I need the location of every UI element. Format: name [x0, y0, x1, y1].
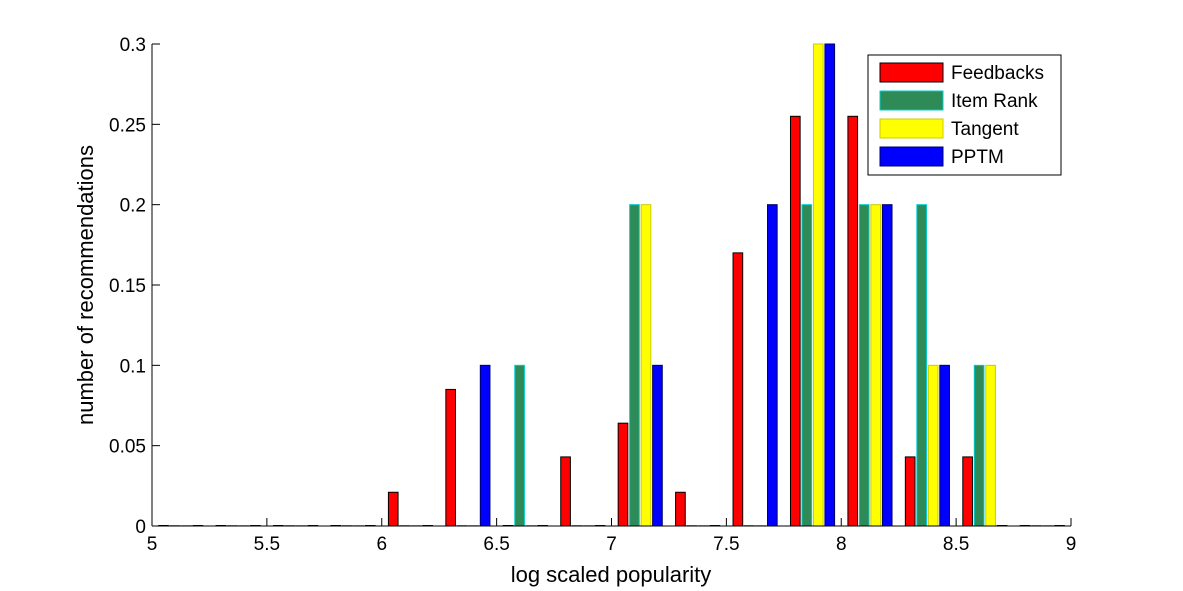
bar-tangent	[812, 43, 824, 527]
y-tick-label: 0.05	[109, 437, 146, 458]
bar-item-rank	[973, 364, 985, 527]
bar-pptm	[767, 204, 778, 527]
bar-feedbacks	[732, 252, 744, 527]
x-tick-label: 9	[1066, 534, 1077, 555]
y-axis-title: number of recommendations	[73, 145, 98, 425]
x-tick-label: 6.5	[483, 534, 509, 555]
y-tick-label: 0.3	[120, 35, 146, 56]
x-tick-label: 7	[606, 534, 617, 555]
y-tick-label: 0.2	[120, 196, 146, 217]
bar-tangent	[985, 364, 996, 527]
bar-pptm	[824, 43, 836, 527]
bar-pptm	[881, 204, 893, 527]
x-axis-ticks: 5 5.5 6 6.5 7 7.5 8 8.5 9	[147, 518, 1077, 555]
legend-label-pptm: PPTM	[951, 147, 1004, 168]
legend-label-feedbacks: Feedbacks	[951, 63, 1044, 84]
bar-item-rank	[858, 204, 870, 527]
bar-item-rank	[514, 364, 525, 527]
bar-tangent	[870, 204, 882, 527]
y-tick-label: 0.25	[109, 115, 146, 136]
legend-label-item-rank: Item Rank	[951, 91, 1038, 112]
bar-feedbacks	[789, 115, 801, 527]
bar-item-rank	[916, 204, 927, 527]
legend-swatch-tangent	[879, 118, 944, 139]
bar-item-rank	[801, 204, 813, 527]
bar-pptm	[939, 364, 950, 527]
legend-label-tangent: Tangent	[951, 119, 1019, 140]
legend-swatch-item-rank	[879, 90, 944, 111]
x-tick-label: 7.5	[713, 534, 739, 555]
bar-feedbacks	[847, 115, 859, 527]
x-tick-label: 8	[836, 534, 847, 555]
x-axis-title: log scaled popularity	[511, 562, 712, 587]
legend: Feedbacks Item Rank Tangent PPTM	[867, 54, 1062, 176]
x-tick-label: 6	[376, 534, 387, 555]
y-axis-ticks: 0 0.05 0.1 0.15 0.2 0.25 0.3	[109, 35, 160, 538]
bar-tangent	[640, 204, 652, 527]
bar-feedbacks	[445, 388, 457, 527]
bar-feedbacks	[675, 491, 686, 527]
x-tick-label: 5	[147, 534, 158, 555]
legend-swatch-feedbacks	[879, 62, 944, 83]
y-tick-label: 0.15	[109, 276, 146, 297]
bar-feedbacks	[387, 491, 399, 527]
y-tick-label: 0.1	[120, 356, 146, 377]
x-tick-label: 8.5	[943, 534, 969, 555]
legend-swatch-pptm	[879, 146, 944, 167]
bar-item-rank	[629, 204, 640, 527]
bar-pptm	[652, 364, 663, 527]
bar-feedbacks	[904, 456, 916, 527]
bar-feedbacks	[560, 456, 571, 527]
bar-feedbacks	[962, 456, 973, 527]
bar-tangent	[927, 364, 939, 527]
bar-feedbacks	[617, 422, 629, 527]
x-tick-label: 5.5	[254, 534, 280, 555]
y-tick-label: 0	[135, 517, 146, 538]
bar-pptm	[479, 364, 491, 527]
